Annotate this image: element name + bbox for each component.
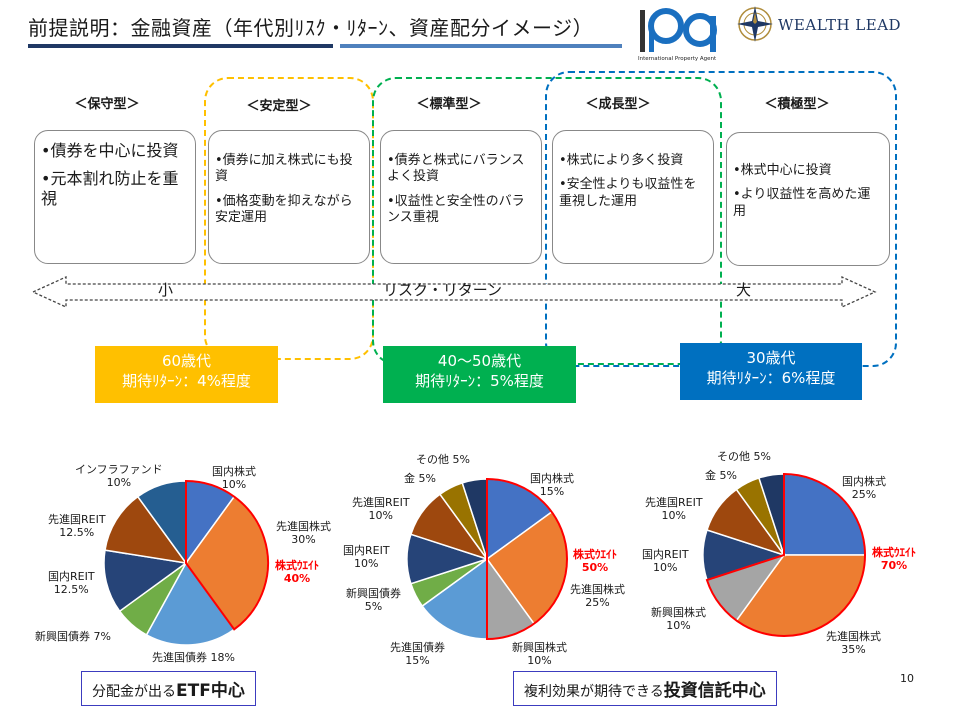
pie1-label-dev-stock: 先進国株式 25% xyxy=(570,583,625,610)
pie0-label-infra: インフラファンド 10% xyxy=(75,463,163,490)
pie2-label-other: その他 5% xyxy=(717,450,771,463)
pie0-stock-weight: 株式ｳｴｲﾄ 40% xyxy=(275,559,319,586)
pie0-label-em-bond: 新興国債券 7% xyxy=(35,630,111,643)
pie0-stock-outline xyxy=(185,479,269,631)
card-bullet: •株式により多く投資 xyxy=(559,153,684,168)
pie1-label-em-bond: 新興国債券 5% xyxy=(346,587,401,614)
card-bullet: •収益性と安全性のバランス重視 xyxy=(387,193,525,225)
ipa-logo-subtitle: International Property Agent xyxy=(638,56,717,62)
card-conservative: •債券を中心に投資 •元本割れ防止を重視 xyxy=(34,130,196,264)
card-bullet: •安全性よりも収益性を重視した運用 xyxy=(559,177,697,209)
risk-small-label: 小 xyxy=(158,281,174,299)
type-label-conservative: ＜保守型＞ xyxy=(74,97,140,112)
pie2-label-dev-stock: 先進国株式 35% xyxy=(826,630,881,657)
etf-note-bold: ETF中心 xyxy=(176,681,245,701)
pie1-label-dev-bond: 先進国債券 15% xyxy=(390,641,445,668)
pie2-label-dev-reit: 先進国REIT 10% xyxy=(645,496,703,523)
age-label: 60歳代 xyxy=(161,352,212,370)
type-label-stable: ＜安定型＞ xyxy=(246,99,312,114)
pie0-label-dev-reit: 先進国REIT 12.5% xyxy=(48,513,106,540)
pie1-label-dev-reit: 先進国REIT 10% xyxy=(352,496,410,523)
compass-icon xyxy=(737,6,773,42)
pie2-stock-outline xyxy=(705,472,866,637)
pie1-label-em-stock: 新興国株式 10% xyxy=(512,641,567,668)
card-stable: •債券に加え株式にも投資 •価格変動を抑えながら安定運用 xyxy=(208,130,370,264)
expected-return: 期待ﾘﾀｰﾝ：5%程度 xyxy=(415,372,544,391)
title-underline-dark xyxy=(28,44,333,48)
etf-note-text: 分配金が出る xyxy=(92,684,176,700)
pie1-slice-3 xyxy=(421,557,488,640)
pie0-slice-2 xyxy=(145,561,236,646)
age-box-40-50s: 40～50歳代 期待ﾘﾀｰﾝ：5%程度 xyxy=(383,346,576,403)
card-bullet: •より収益性を高めた運用 xyxy=(733,187,871,219)
card-bullet: •株式中心に投資 xyxy=(733,163,832,178)
pie0-label-domestic-stock: 国内株式 10% xyxy=(212,465,256,492)
card-bullet: •元本割れ防止を重視 xyxy=(41,169,179,208)
age-label: 30歳代 xyxy=(746,349,796,367)
pie1-label-gold: 金 5% xyxy=(404,472,436,485)
age-box-30s: 30歳代 期待ﾘﾀｰﾝ：6%程度 xyxy=(680,343,862,400)
pie0-slice-5 xyxy=(104,495,188,565)
wealth-lead-logo: WEALTH LEAD xyxy=(778,16,902,34)
pie1-label-domestic-stock: 国内株式 15% xyxy=(530,472,574,499)
type-label-standard: ＜標準型＞ xyxy=(416,97,482,112)
fund-note-text: 複利効果が期待できる xyxy=(524,684,664,700)
age-label: 40～50歳代 xyxy=(437,352,522,370)
ipa-logo xyxy=(640,8,717,52)
age-box-60s: 60歳代 期待ﾘﾀｰﾝ：4%程度 xyxy=(95,346,278,403)
expected-return: 期待ﾘﾀｰﾝ：6%程度 xyxy=(706,369,836,388)
expected-return: 期待ﾘﾀｰﾝ：4%程度 xyxy=(122,372,251,391)
card-bullet: •債券を中心に投資 xyxy=(41,141,179,160)
fund-note-box: 複利効果が期待できる投資信託中心 xyxy=(513,671,777,706)
pie2-label-domestic-stock: 国内株式 25% xyxy=(842,475,886,502)
pie2-label-em-stock: 新興国株式 10% xyxy=(651,606,706,633)
pie2-stock-weight: 株式ｳｴｲﾄ 70% xyxy=(872,546,916,573)
card-growth: •株式により多く投資 •安全性よりも収益性を重視した運用 xyxy=(552,130,714,264)
pie1-stock-weight: 株式ｳｴｲﾄ 50% xyxy=(573,548,617,575)
card-bullet: •債券に加え株式にも投資 xyxy=(215,153,353,185)
risk-return-label: リスク・リターン xyxy=(383,281,502,299)
pie0-label-dev-stock: 先進国株式 30% xyxy=(276,520,331,547)
risk-return-arrow xyxy=(31,275,877,309)
page-title: 前提説明：金融資産（年代別ﾘｽｸ・ﾘﾀｰﾝ、資産配分イメージ） xyxy=(28,16,594,40)
pie0-label-dev-bond: 先進国債券 18% xyxy=(152,651,235,664)
type-label-growth: ＜成長型＞ xyxy=(585,97,651,112)
etf-note-box: 分配金が出るETF中心 xyxy=(81,671,256,706)
risk-large-label: 大 xyxy=(736,281,752,299)
card-bullet: •債券と株式にバランスよく投資 xyxy=(387,153,525,185)
title-underline-light xyxy=(340,44,622,48)
card-bullet: •価格変動を抑えながら安定運用 xyxy=(215,193,353,225)
pie1-label-domestic-reit: 国内REIT 10% xyxy=(343,544,390,571)
pie2-label-domestic-reit: 国内REIT 10% xyxy=(642,548,689,575)
pie0-label-domestic-reit: 国内REIT 12.5% xyxy=(48,570,95,597)
page-number: 10 xyxy=(900,672,914,685)
pie1-label-other: その他 5% xyxy=(416,453,470,466)
type-label-aggressive: ＜積極型＞ xyxy=(764,97,830,112)
fund-note-bold: 投資信託中心 xyxy=(663,681,766,701)
pie0-slice-4 xyxy=(103,549,188,613)
pie1-stock-outline xyxy=(486,477,568,641)
card-standard: •債券と株式にバランスよく投資 •収益性と安全性のバランス重視 xyxy=(380,130,542,264)
pie2-label-gold: 金 5% xyxy=(705,469,737,482)
card-aggressive: •株式中心に投資 •より収益性を高めた運用 xyxy=(726,132,890,266)
